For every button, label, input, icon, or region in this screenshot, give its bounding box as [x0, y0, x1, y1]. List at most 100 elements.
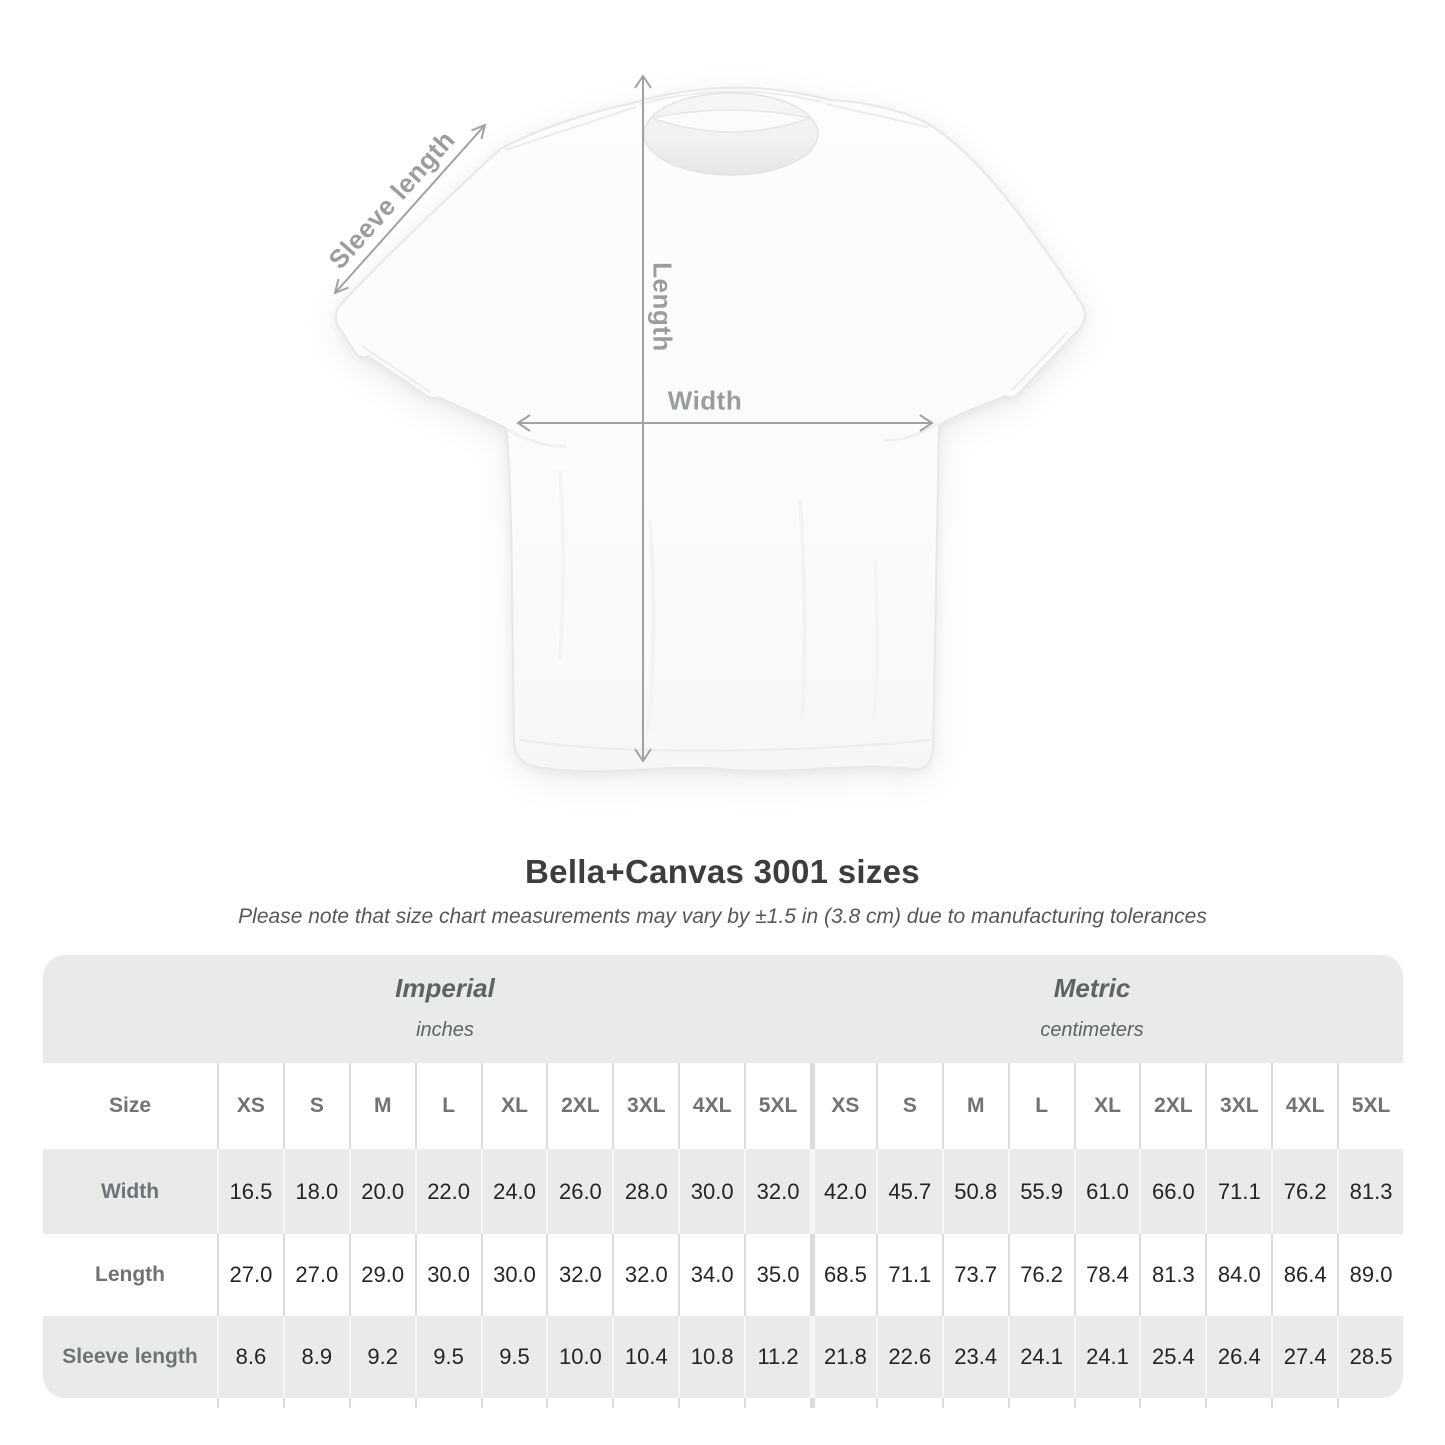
metric-value-cell: 61.0 [1073, 1149, 1140, 1234]
divider-extension-cell [1271, 1398, 1337, 1408]
metric-value-cell: 50.8 [941, 1149, 1008, 1234]
tshirt-measurement-diagram: Sleeve length Length Width [323, 74, 1086, 773]
metric-value-cell: 28.5 [1337, 1316, 1403, 1398]
metric-value-cell: 22.6 [875, 1316, 942, 1398]
imperial-label: Imperial [395, 973, 495, 1003]
inches-label: inches [416, 1019, 474, 1041]
divider-extension-cell [1007, 1398, 1074, 1408]
divider-extension-cell [348, 1398, 415, 1408]
metric-value-cell: 55.9 [1007, 1149, 1074, 1234]
imperial-value-cell: 28.0 [612, 1149, 678, 1234]
imperial-value-cell: 30.0 [480, 1234, 547, 1316]
imperial-value-cell: 27.0 [282, 1234, 349, 1316]
size-table: Imperial inches Metric centimeters Size X… [43, 955, 1403, 1408]
metric-value-cell: 23.4 [941, 1316, 1008, 1398]
imperial-value-cell: 30.0 [414, 1234, 481, 1316]
divider-extension-cell [875, 1398, 942, 1408]
metric-size-header: M [941, 1063, 1008, 1149]
measurement-row: Width 16.5 18.0 20.0 22.0 24.0 26.0 28.0 30.0 32.… [43, 1149, 1403, 1234]
metric-value-cell: 27.4 [1271, 1316, 1337, 1398]
imperial-size-header: M [348, 1063, 415, 1149]
divider-extension-cell [414, 1398, 481, 1408]
imperial-size-header: 5XL [744, 1063, 810, 1149]
divider-extension-cell [282, 1398, 349, 1408]
divider-extension-row [43, 1398, 1403, 1408]
metric-value-cell: 66.0 [1139, 1149, 1205, 1234]
size-corner-label: Size [108, 1094, 152, 1117]
imperial-value-cell: 32.0 [612, 1234, 678, 1316]
imperial-section-header: Imperial inches [395, 973, 495, 1042]
divider-extension-cell [546, 1398, 612, 1408]
metric-size-header: XL [1073, 1063, 1140, 1149]
imperial-value-cell: 10.4 [612, 1316, 678, 1398]
metric-value-cell: 71.1 [1205, 1149, 1271, 1234]
metric-value-cell: 24.1 [1007, 1316, 1074, 1398]
length-label: Length [647, 262, 678, 352]
width-label: Width [667, 385, 743, 416]
imperial-value-cell: 24.0 [480, 1149, 547, 1234]
metric-value-cell: 71.1 [875, 1234, 942, 1316]
metric-value-cell: 25.4 [1139, 1316, 1205, 1398]
imperial-value-cell: 10.0 [546, 1316, 612, 1398]
metric-size-header: 2XL [1139, 1063, 1205, 1149]
row-label: Length [95, 1263, 165, 1286]
imperial-value-cell: 32.0 [744, 1149, 810, 1234]
metric-value-cell: 76.2 [1271, 1149, 1337, 1234]
divider-extension-cell [43, 1398, 217, 1408]
measurement-arrows [333, 74, 934, 763]
imperial-value-cell: 22.0 [414, 1149, 481, 1234]
imperial-value-cell: 29.0 [348, 1234, 415, 1316]
imperial-size-header: XL [480, 1063, 547, 1149]
metric-size-header: 3XL [1205, 1063, 1271, 1149]
divider-extension-cell [744, 1398, 810, 1408]
metric-size-header: S [875, 1063, 942, 1149]
divider-extension-cell [941, 1398, 1008, 1408]
metric-size-header: XS [809, 1063, 876, 1149]
tolerance-note: Please note that size chart measurements… [238, 905, 1207, 928]
divider-extension-cell [678, 1398, 744, 1408]
imperial-value-cell: 8.9 [282, 1316, 349, 1398]
metric-label: Metric [1053, 973, 1131, 1003]
metric-value-cell: 81.3 [1139, 1234, 1205, 1316]
imperial-value-cell: 10.8 [678, 1316, 744, 1398]
metric-value-cell: 45.7 [875, 1149, 942, 1234]
imperial-value-cell: 9.5 [414, 1316, 481, 1398]
metric-value-cell: 26.4 [1205, 1316, 1271, 1398]
metric-size-header: L [1007, 1063, 1074, 1149]
imperial-value-cell: 9.2 [348, 1316, 415, 1398]
divider-extension-cell [612, 1398, 678, 1408]
imperial-value-cell: 20.0 [348, 1149, 415, 1234]
divider-extension-cell [217, 1398, 283, 1408]
metric-value-cell: 76.2 [1007, 1234, 1074, 1316]
tshirt-photo [334, 86, 1086, 773]
imperial-value-cell: 26.0 [546, 1149, 612, 1234]
imperial-value-cell: 9.5 [480, 1316, 547, 1398]
divider-extension-cell [1139, 1398, 1205, 1408]
metric-size-header: 4XL [1271, 1063, 1337, 1149]
measurement-row: Sleeve length 8.6 8.9 9.2 9.5 9.5 10.0 10.4 10.8… [43, 1316, 1403, 1398]
divider-extension-cell [480, 1398, 547, 1408]
imperial-size-header: S [282, 1063, 349, 1149]
metric-value-cell: 78.4 [1073, 1234, 1140, 1316]
divider-extension-cell [1337, 1398, 1403, 1408]
metric-value-cell: 89.0 [1337, 1234, 1403, 1316]
metric-size-header: 5XL [1337, 1063, 1403, 1149]
metric-value-cell: 68.5 [809, 1234, 876, 1316]
row-label: Sleeve length [62, 1345, 198, 1368]
unit-header-band: Imperial inches Metric centimeters [43, 955, 1403, 1063]
imperial-value-cell: 30.0 [678, 1149, 744, 1234]
imperial-value-cell: 35.0 [744, 1234, 810, 1316]
imperial-value-cell: 32.0 [546, 1234, 612, 1316]
imperial-size-header: 3XL [612, 1063, 678, 1149]
imperial-value-cell: 18.0 [282, 1149, 349, 1234]
imperial-size-header: L [414, 1063, 481, 1149]
divider-extension-cell [1073, 1398, 1140, 1408]
row-label: Width [100, 1179, 160, 1203]
metric-value-cell: 73.7 [941, 1234, 1008, 1316]
imperial-value-cell: 8.6 [217, 1316, 283, 1398]
centimeters-label: centimeters [1040, 1019, 1144, 1041]
metric-value-cell: 42.0 [809, 1149, 876, 1234]
measurement-row: Length 27.0 27.0 29.0 30.0 30.0 32.0 32.0 34.0 35… [43, 1234, 1403, 1316]
imperial-value-cell: 34.0 [678, 1234, 744, 1316]
metric-value-cell: 24.1 [1073, 1316, 1140, 1398]
